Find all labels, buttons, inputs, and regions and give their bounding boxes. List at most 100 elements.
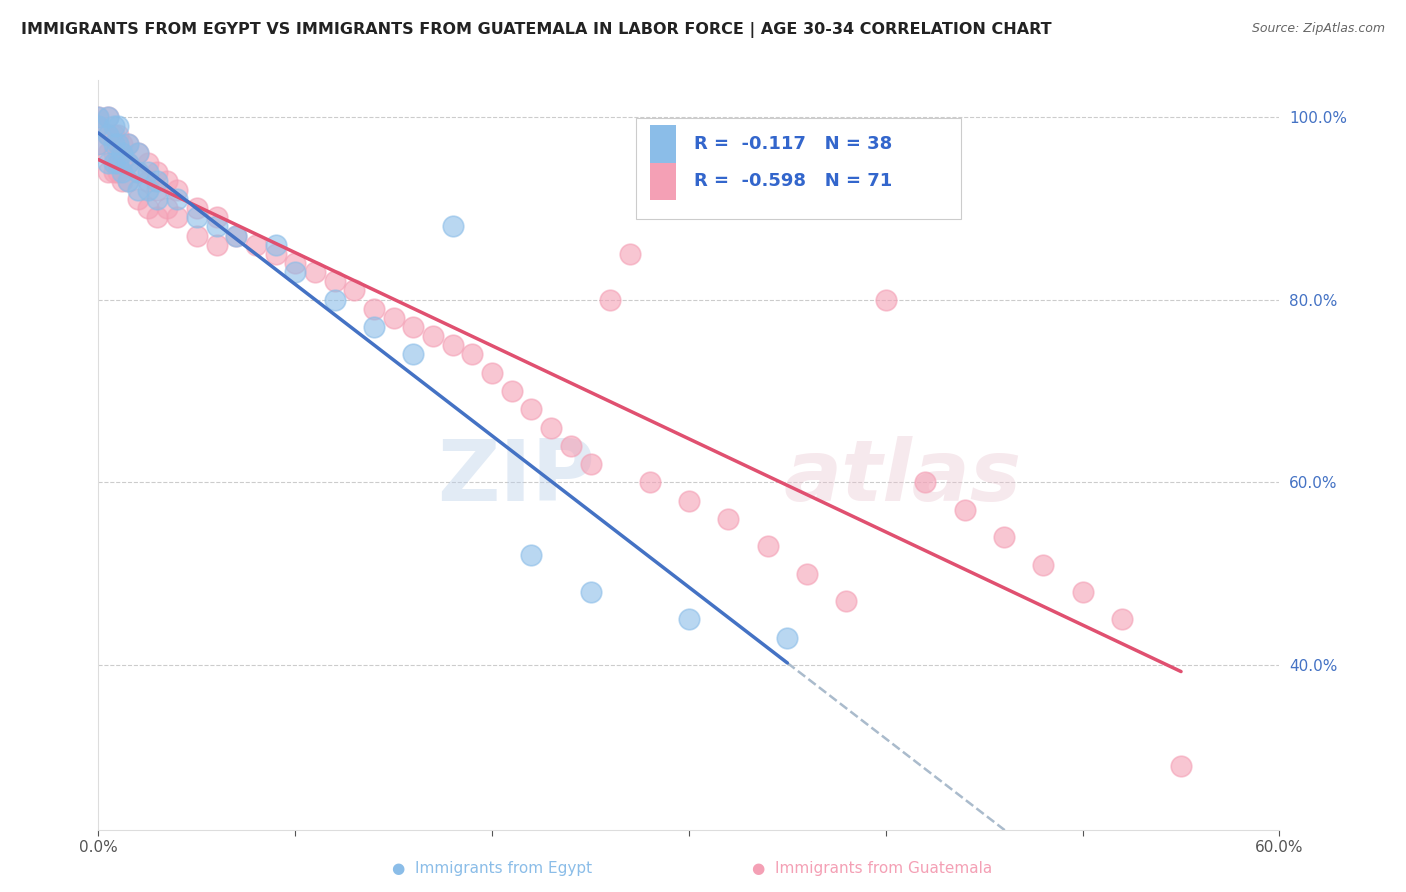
Point	[579, 457, 602, 471]
Point	[111, 155, 134, 169]
Point	[796, 566, 818, 581]
Point	[835, 594, 858, 608]
Point	[97, 110, 120, 124]
Point	[111, 174, 134, 188]
Point	[501, 384, 523, 398]
Point	[127, 164, 149, 178]
Point	[1111, 612, 1133, 626]
Point	[107, 146, 129, 161]
Point	[146, 192, 169, 206]
Point	[136, 183, 159, 197]
Point	[264, 237, 287, 252]
Point	[127, 146, 149, 161]
Point	[87, 119, 110, 133]
Point	[136, 174, 159, 188]
Point	[599, 293, 621, 307]
Point	[619, 247, 641, 261]
Point	[776, 631, 799, 645]
Point	[343, 284, 366, 298]
Point	[678, 612, 700, 626]
Point	[382, 310, 405, 325]
Point	[914, 475, 936, 490]
Text: atlas: atlas	[783, 436, 1022, 519]
Point	[117, 155, 139, 169]
Point	[127, 183, 149, 197]
Point	[87, 110, 110, 124]
Point	[117, 137, 139, 152]
Text: Source: ZipAtlas.com: Source: ZipAtlas.com	[1251, 22, 1385, 36]
Point	[225, 228, 247, 243]
Point	[520, 402, 543, 417]
Point	[111, 137, 134, 152]
Point	[304, 265, 326, 279]
Point	[97, 128, 120, 142]
Point	[111, 164, 134, 178]
Point	[461, 347, 484, 361]
Point	[103, 137, 125, 152]
Point	[579, 585, 602, 599]
Point	[1170, 758, 1192, 772]
Point	[678, 493, 700, 508]
Text: R =  -0.117   N = 38: R = -0.117 N = 38	[693, 135, 891, 153]
Point	[107, 164, 129, 178]
Point	[97, 128, 120, 142]
Point	[186, 228, 208, 243]
Point	[402, 347, 425, 361]
Point	[245, 237, 267, 252]
Point	[87, 110, 110, 124]
Point	[107, 128, 129, 142]
Point	[402, 320, 425, 334]
Point	[97, 146, 120, 161]
Point	[117, 174, 139, 188]
Text: ●  Immigrants from Egypt: ● Immigrants from Egypt	[392, 861, 592, 876]
Point	[136, 201, 159, 215]
Point	[127, 146, 149, 161]
Point	[264, 247, 287, 261]
FancyBboxPatch shape	[636, 118, 960, 219]
Point	[205, 237, 228, 252]
Point	[103, 155, 125, 169]
Point	[756, 539, 779, 553]
Point	[1032, 558, 1054, 572]
Point	[97, 110, 120, 124]
Point	[638, 475, 661, 490]
Point	[87, 137, 110, 152]
Text: ZIP: ZIP	[437, 436, 595, 519]
Point	[146, 183, 169, 197]
Point	[284, 256, 307, 270]
Point	[127, 192, 149, 206]
Text: R =  -0.598   N = 71: R = -0.598 N = 71	[693, 172, 891, 190]
Point	[363, 320, 385, 334]
FancyBboxPatch shape	[650, 125, 676, 162]
Point	[441, 219, 464, 234]
Point	[560, 439, 582, 453]
Text: IMMIGRANTS FROM EGYPT VS IMMIGRANTS FROM GUATEMALA IN LABOR FORCE | AGE 30-34 CO: IMMIGRANTS FROM EGYPT VS IMMIGRANTS FROM…	[21, 22, 1052, 38]
Point	[136, 155, 159, 169]
Point	[136, 164, 159, 178]
Point	[205, 219, 228, 234]
Point	[186, 201, 208, 215]
Point	[97, 155, 120, 169]
Text: ●  Immigrants from Guatemala: ● Immigrants from Guatemala	[752, 861, 991, 876]
Point	[103, 146, 125, 161]
Point	[103, 164, 125, 178]
Point	[156, 201, 179, 215]
Point	[103, 128, 125, 142]
Point	[127, 164, 149, 178]
Point	[87, 137, 110, 152]
Point	[540, 420, 562, 434]
Point	[103, 119, 125, 133]
Point	[363, 301, 385, 316]
Point	[117, 137, 139, 152]
Point	[441, 338, 464, 352]
Point	[87, 119, 110, 133]
Point	[875, 293, 897, 307]
Point	[225, 228, 247, 243]
Point	[166, 183, 188, 197]
Point	[323, 293, 346, 307]
Point	[111, 146, 134, 161]
Point	[422, 329, 444, 343]
Point	[166, 211, 188, 225]
Point	[323, 274, 346, 288]
Point	[717, 512, 740, 526]
